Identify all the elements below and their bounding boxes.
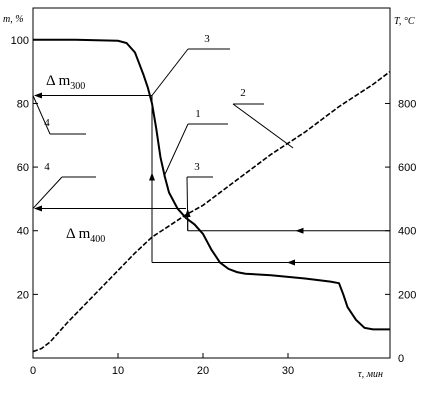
x-tick-label: 30	[282, 365, 294, 377]
callout-3-lower-leader	[186, 176, 189, 222]
x-axis-title: τ, мин	[358, 369, 383, 380]
delta-m400-label: Δ m400	[66, 226, 105, 245]
x-tick-label: 0	[30, 365, 36, 377]
callout-3-upper-leader	[151, 48, 189, 96]
series-2-line	[32, 70, 391, 353]
left-axis-title: m, %	[3, 14, 24, 25]
bottom-axis-ticks: 0 10 20 30	[30, 353, 294, 377]
callout-1: 1	[195, 108, 201, 120]
delta-m300-label: Δ m300	[46, 73, 85, 92]
callout-3-lower: 3	[194, 161, 200, 173]
plot-frame	[32, 7, 391, 359]
right-axis-title: T, °C	[394, 16, 415, 27]
callout-1-leader	[163, 123, 189, 177]
right-tick-label: 600	[398, 162, 416, 174]
callout-4-lower-leader	[32, 176, 63, 209]
left-tick-label: 100	[11, 35, 29, 47]
left-axis-ticks: 20 40 60 80 100	[11, 35, 38, 301]
right-tick-label: 200	[398, 289, 416, 301]
left-tick-label: 20	[17, 289, 29, 301]
callout-4-upper-leader	[32, 95, 51, 135]
left-tick-label: 60	[17, 162, 29, 174]
callout-2-leader	[232, 103, 294, 149]
right-tick-label: 400	[398, 226, 416, 238]
callout-4-lower: 4	[44, 161, 50, 173]
callout-4-upper: 4	[44, 117, 50, 129]
callout-3-upper: 3	[204, 33, 210, 45]
series-layer	[32, 38, 391, 353]
right-tick-label: 0	[398, 353, 404, 365]
left-tick-label: 40	[17, 226, 29, 238]
callout-labels: 3 1 2 3 4 4	[32, 33, 294, 222]
x-tick-label: 20	[197, 365, 209, 377]
right-axis-ticks: 0 200 400 600 800	[385, 98, 416, 365]
x-tick-label: 10	[112, 365, 124, 377]
callout-2: 2	[240, 87, 246, 99]
left-tick-label: 80	[17, 98, 29, 110]
series-1-line	[33, 38, 390, 331]
right-tick-label: 800	[398, 98, 416, 110]
